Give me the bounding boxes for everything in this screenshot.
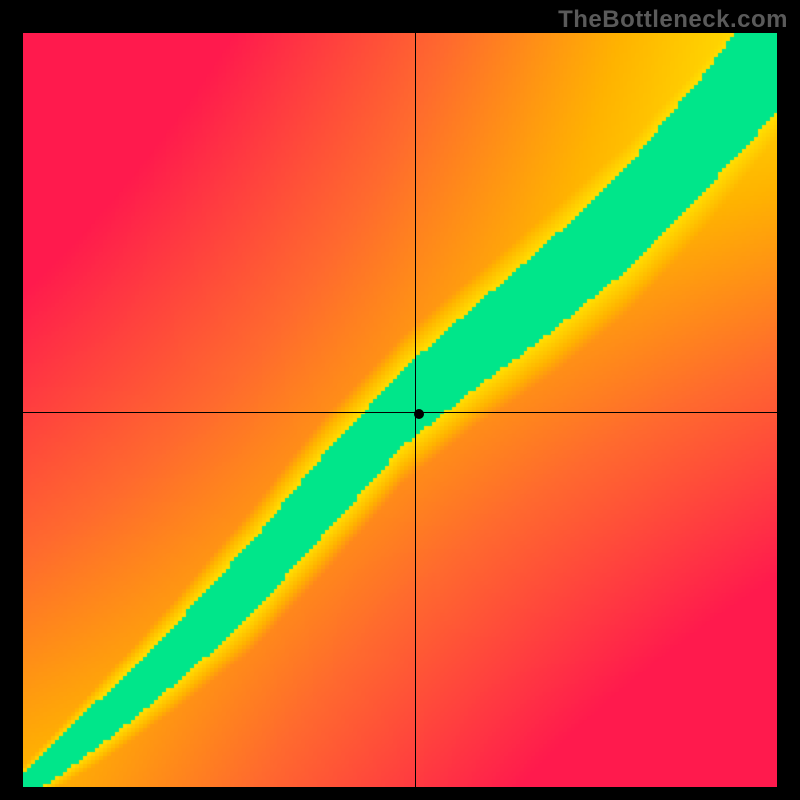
watermark-text: TheBottleneck.com	[558, 6, 788, 34]
heatmap-plot	[23, 33, 777, 787]
heatmap-canvas	[23, 33, 777, 787]
marker-dot	[414, 409, 424, 419]
crosshair-horizontal	[23, 412, 777, 413]
